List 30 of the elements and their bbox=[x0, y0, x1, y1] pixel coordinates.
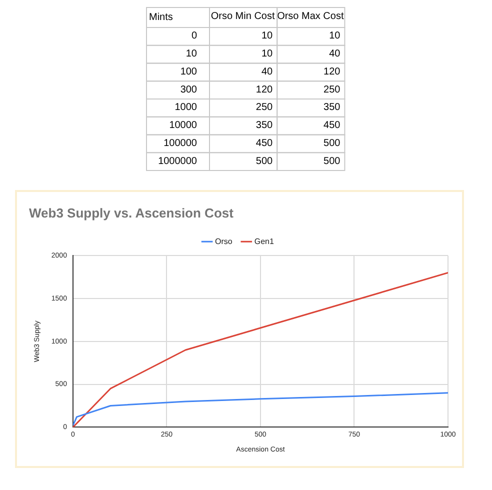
y-tick-label: 1000 bbox=[174, 102, 198, 114]
y-tick-label: 100 bbox=[180, 66, 198, 78]
chart-title: Web3 Supply vs. Ascension Cost bbox=[29, 205, 234, 220]
y-tick-label: 10 bbox=[186, 48, 198, 60]
data-label: 250 bbox=[324, 84, 341, 96]
legend-label: Orso bbox=[215, 236, 233, 246]
data-label: 350 bbox=[256, 120, 274, 132]
y-tick-label: 100000 bbox=[164, 138, 198, 149]
data-label: 450 bbox=[256, 138, 274, 149]
data-label: 250 bbox=[256, 102, 274, 114]
data-label: 40 bbox=[261, 66, 274, 78]
x-tick-label: Orso Min Cost bbox=[210, 10, 275, 22]
y-tick-label: 300 bbox=[180, 84, 198, 96]
y-tick-label: 1000000 bbox=[158, 156, 198, 167]
y-axis-title: Mints bbox=[149, 12, 173, 23]
data-label: 350 bbox=[324, 102, 341, 114]
data-label: 120 bbox=[324, 66, 341, 78]
data-label: 450 bbox=[324, 120, 341, 132]
data-label: 40 bbox=[329, 48, 341, 60]
data-label: 500 bbox=[324, 138, 341, 149]
data-label: 10 bbox=[329, 30, 341, 42]
y-tick-label: 10000 bbox=[169, 120, 198, 132]
data-label: 500 bbox=[256, 156, 274, 167]
x-tick-label: Orso Max Cost bbox=[277, 10, 344, 22]
data-label: 10 bbox=[261, 30, 274, 42]
data-label: 120 bbox=[256, 84, 274, 96]
legend-label: Gen1 bbox=[254, 236, 275, 246]
data-label: 500 bbox=[324, 156, 341, 167]
data-label: 10 bbox=[261, 48, 274, 60]
y-tick-label: 0 bbox=[191, 30, 198, 42]
